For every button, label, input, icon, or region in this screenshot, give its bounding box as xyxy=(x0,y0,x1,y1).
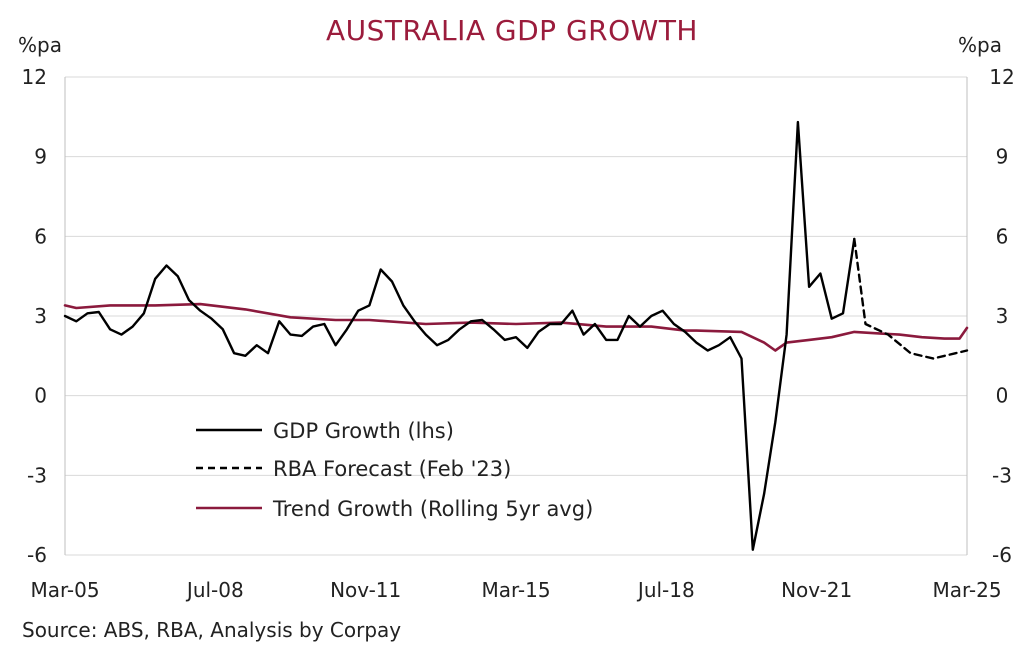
legend: GDP Growth (lhs) RBA Forecast (Feb '23) Tr… xyxy=(196,419,593,521)
y-left-tick-label: -3 xyxy=(27,463,47,487)
x-tick-label: Jul-08 xyxy=(185,578,244,602)
x-tick-label: Mar-05 xyxy=(30,578,99,602)
y-right-tick-label: -6 xyxy=(992,543,1012,567)
x-tick-label: Mar-25 xyxy=(932,578,1001,602)
grid-layer xyxy=(65,76,967,556)
x-tick-label: Nov-11 xyxy=(330,578,401,602)
legend-label: Trend Growth (Rolling 5yr avg) xyxy=(272,497,593,521)
series-line-rba-forecast xyxy=(853,237,969,360)
legend-label: GDP Growth (lhs) xyxy=(273,419,454,443)
legend-label: RBA Forecast (Feb '23) xyxy=(273,457,511,481)
y-left-tick-label: 3 xyxy=(34,304,47,328)
x-tick-label: Jul-18 xyxy=(636,578,695,602)
source-note: Source: ABS, RBA, Analysis by Corpay xyxy=(22,618,402,642)
y-right-tick-label: 9 xyxy=(996,145,1009,169)
chart-svg: %pa %pa 12 12 9 9 6 6 3 3 0 0 -3 -3 -6 -6 Mar-05 Jul-08… xyxy=(18,33,1015,602)
y-left-unit-label: %pa xyxy=(18,33,62,57)
y-left-tick-label: 0 xyxy=(34,384,47,408)
y-right-tick-label: 6 xyxy=(996,224,1009,248)
y-right-tick-label: 12 xyxy=(989,65,1014,89)
y-left-tick-label: 6 xyxy=(34,224,47,248)
y-right-tick-label: -3 xyxy=(992,463,1012,487)
y-right-tick-label: 0 xyxy=(996,384,1009,408)
chart-title: AUSTRALIA GDP GROWTH xyxy=(326,14,698,47)
y-left-tick-label: 9 xyxy=(34,145,47,169)
series-line-trend-growth xyxy=(63,302,969,352)
y-right-tick-label: 3 xyxy=(996,304,1009,328)
x-tick-label: Mar-15 xyxy=(481,578,550,602)
y-left-tick-label: -6 xyxy=(27,543,47,567)
series-layer xyxy=(63,120,969,551)
x-tick-label: Nov-21 xyxy=(781,578,852,602)
y-right-unit-label: %pa xyxy=(958,33,1002,57)
series-line-gdp-growth xyxy=(63,120,856,551)
y-left-tick-label: 12 xyxy=(22,65,47,89)
axis-layer: %pa %pa 12 12 9 9 6 6 3 3 0 0 -3 -3 -6 -6 Mar-05 Jul-08… xyxy=(18,33,1015,602)
